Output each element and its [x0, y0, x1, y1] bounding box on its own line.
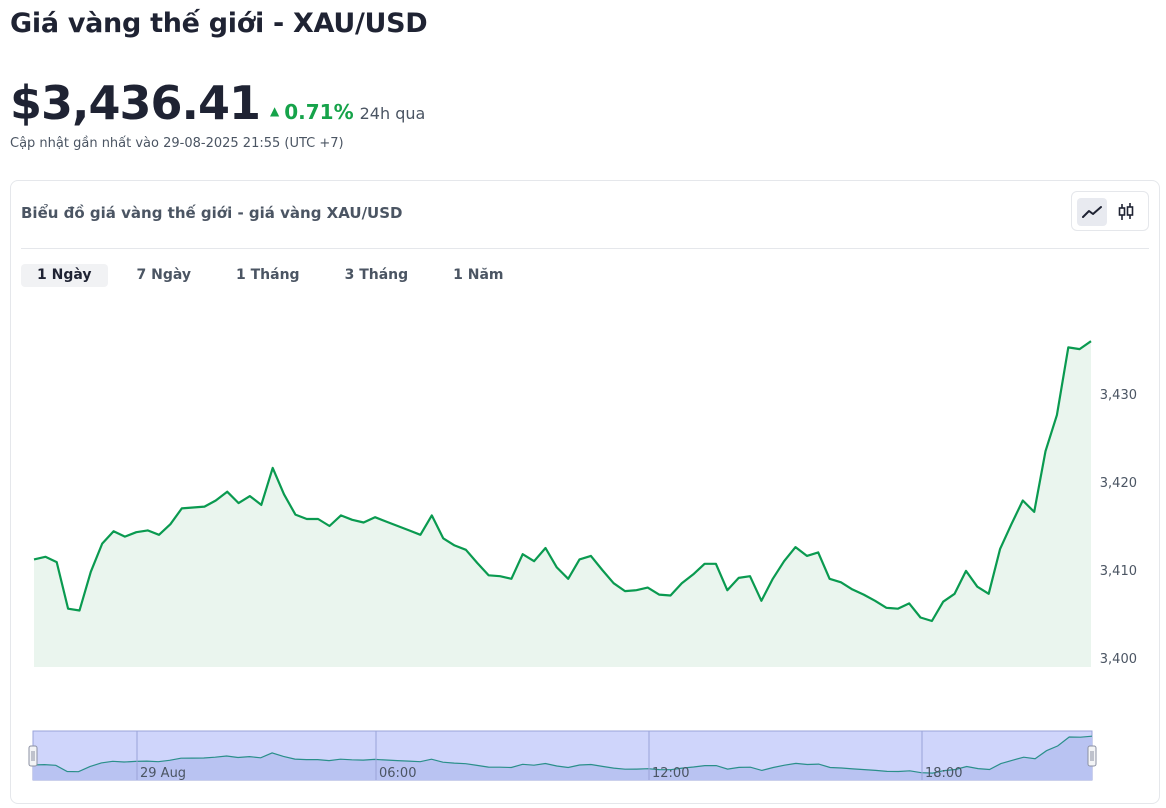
change-period: 24h qua	[359, 104, 426, 123]
navigator-x-label: 12:00	[652, 766, 689, 781]
navigator-x-label: 18:00	[925, 766, 962, 781]
navigator-x-label: 06:00	[379, 766, 416, 781]
page-title: Giá vàng thế giới - XAU/USD	[10, 8, 428, 39]
chart-card: Biểu đồ giá vàng thế giới - giá vàng XAU…	[10, 180, 1160, 804]
y-tick-label: 3,430	[1100, 388, 1137, 403]
navigator-line	[32, 735, 1093, 774]
navigator-left-handle[interactable]	[28, 745, 38, 767]
change-percent: 0.71%	[284, 100, 354, 124]
last-updated: Cập nhật gần nhất vào 29-08-2025 21:55 (…	[10, 136, 344, 151]
price-area	[34, 341, 1091, 667]
candlestick-chart-button[interactable]	[1111, 198, 1141, 226]
tab-1-year[interactable]: 1 Năm	[453, 267, 504, 283]
chart-type-switch	[1071, 191, 1149, 231]
up-arrow-icon: ▲	[270, 104, 280, 118]
tab-3-months[interactable]: 3 Tháng	[344, 267, 409, 283]
price-line	[33, 340, 1092, 623]
line-chart-icon	[1082, 206, 1102, 218]
tab-7-days[interactable]: 7 Ngày	[136, 267, 192, 283]
card-divider	[21, 248, 1149, 249]
current-price: $3,436.41	[10, 76, 261, 130]
tab-1-month[interactable]: 1 Tháng	[236, 267, 300, 283]
y-tick-label: 3,420	[1100, 476, 1137, 491]
tab-1-day[interactable]: 1 Ngày	[21, 264, 108, 287]
candlestick-icon	[1118, 203, 1134, 220]
y-tick-label: 3,410	[1100, 564, 1137, 579]
navigator-area	[33, 736, 1092, 780]
range-tabs: 1 Ngày 7 Ngày 1 Tháng 3 Tháng 1 Năm	[21, 264, 533, 287]
navigator-x-label: 29 Aug	[140, 766, 186, 781]
navigator-right-handle[interactable]	[1087, 745, 1097, 767]
price-change: ▲ 0.71% 24h qua	[270, 100, 425, 124]
y-tick-label: 3,400	[1100, 652, 1137, 667]
line-chart-button[interactable]	[1077, 198, 1107, 226]
price-row: $3,436.41 ▲ 0.71% 24h qua	[10, 76, 425, 130]
chart-card-title: Biểu đồ giá vàng thế giới - giá vàng XAU…	[21, 204, 403, 222]
